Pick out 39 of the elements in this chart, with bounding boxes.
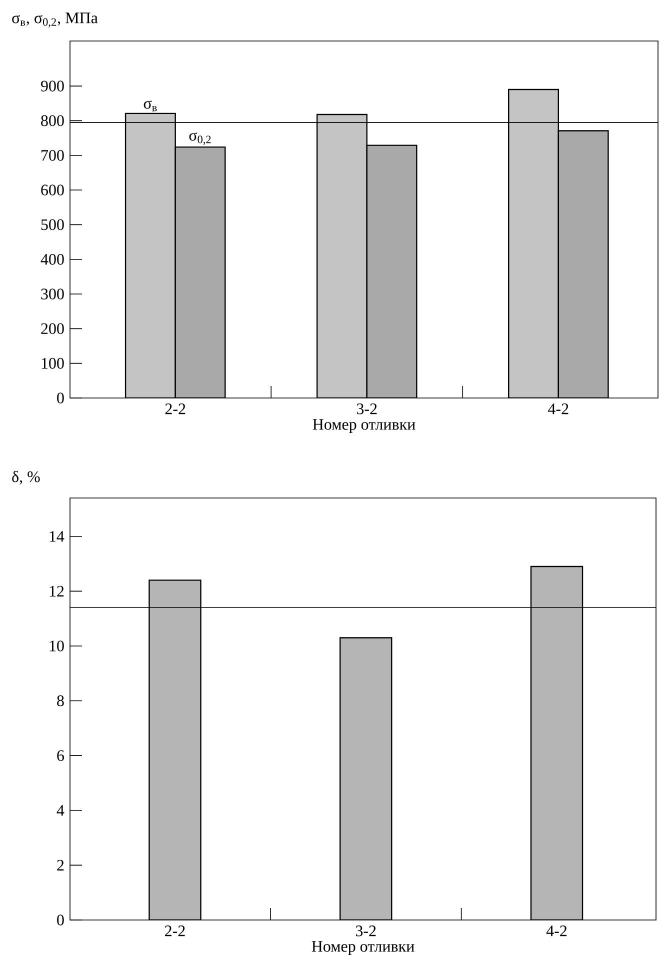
y-tick-label: 2 bbox=[57, 860, 64, 870]
x-tick-label: 2-2 bbox=[165, 926, 185, 936]
bar bbox=[366, 144, 418, 398]
x-tick-label: 3-2 bbox=[356, 926, 376, 936]
y-tick-label: 10 bbox=[50, 640, 64, 652]
y-tick-label: 4 bbox=[56, 805, 64, 816]
bar bbox=[316, 114, 368, 398]
y-tick-label: 6 bbox=[57, 750, 64, 761]
x-tick-label: 2-2 bbox=[165, 404, 186, 414]
bar bbox=[558, 130, 609, 398]
y-tick-label: 12 bbox=[50, 586, 64, 596]
x-axis-title: Номер отливки bbox=[312, 941, 414, 956]
y-tick-label: 600 bbox=[41, 184, 64, 196]
y-tick-label: 800 bbox=[41, 115, 64, 126]
y-tick-label: 400 bbox=[40, 254, 64, 265]
y-tick-label: 700 bbox=[42, 150, 64, 161]
series-label: σ$_{0,2}$ bbox=[189, 132, 211, 145]
bar bbox=[340, 637, 392, 920]
y-tick-label: 100 bbox=[42, 358, 64, 369]
x-tick-label: 4-2 bbox=[548, 404, 568, 414]
y-tick-label: 200 bbox=[41, 323, 64, 334]
series-label: σ$_{в}$ bbox=[144, 100, 157, 112]
y-tick-label: 0 bbox=[57, 914, 64, 926]
bar bbox=[124, 112, 176, 398]
y-tick-label: 8 bbox=[57, 695, 64, 706]
bar bbox=[508, 88, 560, 398]
y-tick-label: 300 bbox=[41, 288, 64, 300]
y-tick-label: 14 bbox=[50, 531, 64, 542]
bar bbox=[148, 580, 202, 920]
x-axis-title: Номер отливки bbox=[312, 419, 416, 434]
bar bbox=[174, 146, 226, 398]
y-tick-label: 500 bbox=[41, 219, 64, 230]
y-tick-label: 900 bbox=[40, 80, 64, 92]
y-axis-title: σ$_{в}$, σ$_{0,2}$, МПа bbox=[12, 12, 98, 28]
y-axis-title: δ, % bbox=[12, 470, 40, 484]
y-tick-label: 0 bbox=[57, 392, 64, 404]
x-tick-label: 3-2 bbox=[356, 404, 377, 414]
x-tick-label: 4-2 bbox=[546, 926, 567, 936]
bar bbox=[530, 566, 584, 920]
